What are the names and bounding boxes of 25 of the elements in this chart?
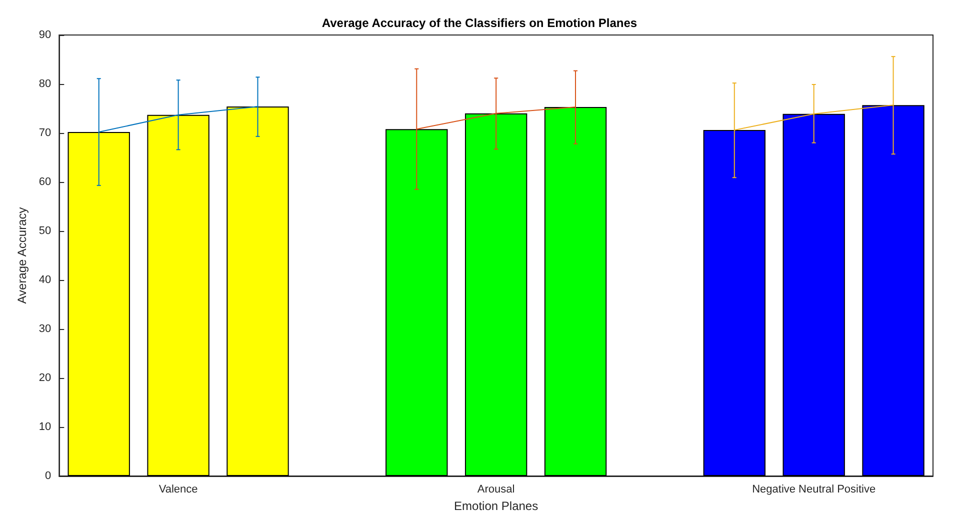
bar [862,105,924,476]
y-tick-label: 30 [38,323,52,335]
x-tick-label: Negative Neutral Positive [752,484,876,496]
x-tick-label: Valence [158,484,198,496]
bar [68,132,130,476]
y-tick-label: 50 [38,225,52,237]
bar [544,107,607,476]
y-tick-label: 40 [38,274,52,286]
bar [386,129,448,476]
x-tick-label: Arousal [477,484,515,496]
y-tick-label: 20 [38,372,52,384]
y-tick-label: 90 [38,29,52,41]
y-axis-title: Average Accuracy [15,207,29,304]
y-tick-label: 80 [38,78,52,90]
y-tick-label: 60 [38,176,52,188]
bar [782,114,845,476]
y-tick-label: 10 [38,421,52,433]
y-tick-label: 70 [38,127,52,139]
y-tick-label: 0 [45,470,52,482]
x-axis-title: Emotion Planes [454,499,538,513]
chart-title: Average Accuracy of the Classifiers on Emotion Planes [322,16,638,30]
bar [147,114,210,476]
bar [464,113,528,476]
bar [703,130,766,476]
bar [226,106,289,476]
